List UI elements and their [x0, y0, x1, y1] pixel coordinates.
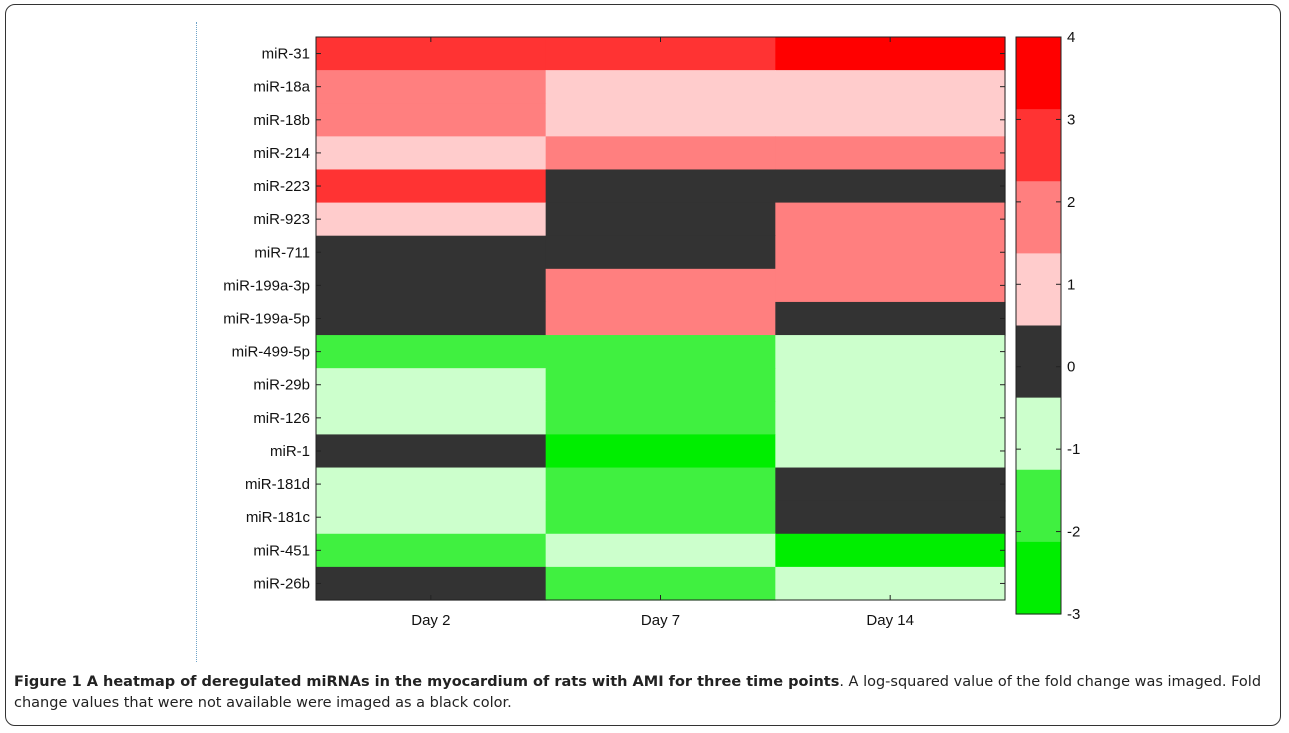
- heatmap-cell: [316, 301, 547, 336]
- row-label: miR-29b: [253, 377, 310, 394]
- heatmap-cell: [545, 467, 776, 502]
- heatmap-cell: [775, 500, 1006, 535]
- heatmap-cell: [316, 434, 547, 469]
- heatmap-cell: [545, 335, 776, 369]
- heatmap-cell: [316, 467, 547, 502]
- row-label: miR-126: [253, 410, 310, 427]
- heatmap-cell: [775, 335, 1006, 369]
- row-label: miR-18b: [253, 112, 310, 129]
- heatmap-cell: [316, 37, 547, 71]
- column-label: Day 14: [866, 612, 914, 629]
- colorbar-label: 4: [1067, 29, 1075, 46]
- row-label: miR-499-5p: [232, 344, 310, 361]
- heatmap-cell: [316, 533, 547, 568]
- heatmap-cell: [545, 169, 776, 204]
- heatmap-cell: [316, 169, 547, 204]
- heatmap-cell: [316, 103, 547, 137]
- column-label: Day 7: [641, 612, 680, 629]
- colorbar-label: 0: [1067, 359, 1075, 376]
- heatmap-cell: [316, 136, 547, 171]
- heatmap-cell: [775, 434, 1006, 469]
- heatmap-cell: [545, 500, 776, 535]
- colorbar-label: -1: [1067, 441, 1080, 458]
- heatmap-cell: [545, 368, 776, 402]
- colorbar-label: 1: [1067, 276, 1075, 293]
- heatmap-cell: [775, 202, 1006, 237]
- colorbar-segment: [1016, 181, 1061, 254]
- heatmap-cell: [316, 566, 547, 601]
- heatmap-cell: [775, 566, 1006, 601]
- heatmap-cell: [775, 368, 1006, 402]
- row-label: miR-199a-3p: [223, 277, 310, 294]
- colorbar-border: [1015, 36, 1062, 615]
- figure-caption: Figure 1 A heatmap of deregulated miRNAs…: [14, 672, 1264, 714]
- row-label: miR-31: [262, 46, 310, 63]
- row-label: miR-451: [253, 542, 310, 559]
- colorbar-segment: [1016, 541, 1061, 615]
- heatmap-cell: [545, 235, 776, 270]
- heatmap-cell: [775, 301, 1006, 336]
- heatmap-cell: [316, 70, 547, 104]
- heatmap-cell: [316, 401, 547, 436]
- row-label: miR-199a-5p: [223, 311, 310, 328]
- heatmap-cell: [775, 103, 1006, 137]
- column-label: Day 2: [411, 612, 450, 629]
- row-label: miR-18a: [253, 79, 310, 96]
- caption-text: . A log-squared value of the fold change…: [14, 674, 1262, 711]
- heatmap-cell: [775, 268, 1006, 303]
- heatmap-cell: [545, 533, 776, 568]
- row-label: miR-214: [253, 145, 310, 162]
- heatmap-cell: [545, 70, 776, 104]
- heatmap-cell: [545, 268, 776, 303]
- column-rule: [196, 22, 197, 662]
- row-label: miR-1: [270, 443, 310, 460]
- heatmap-cell: [775, 401, 1006, 436]
- heatmap-cell: [316, 202, 547, 237]
- heatmap-cell: [775, 169, 1006, 204]
- heatmap-cell: [545, 301, 776, 336]
- colorbar-segment: [1016, 37, 1061, 110]
- colorbar-segment: [1016, 109, 1061, 182]
- colorbar-label: 3: [1067, 111, 1075, 128]
- heatmap-cell: [545, 37, 776, 71]
- heatmap-cell: [545, 202, 776, 237]
- heatmap-cell: [545, 401, 776, 436]
- colorbar-label: 2: [1067, 194, 1075, 211]
- heatmap-cell: [775, 235, 1006, 270]
- heatmap-cell: [545, 136, 776, 171]
- heatmap-cell: [316, 335, 547, 369]
- colorbar-segment: [1016, 469, 1061, 543]
- heatmap-chart: miR-31 miR-18a miR-18b miR-214 miR-223 miR-92…: [223, 29, 1080, 629]
- colorbar-label: -2: [1067, 524, 1080, 541]
- row-label: miR-923: [253, 211, 310, 228]
- colorbar-segment: [1016, 253, 1061, 327]
- colorbar-segment: [1016, 397, 1061, 471]
- heatmap-cell: [545, 434, 776, 469]
- heatmap-cell: [316, 500, 547, 535]
- heatmap-cell: [316, 368, 547, 402]
- colorbar-label: -3: [1067, 606, 1080, 623]
- row-label: miR-181c: [246, 509, 311, 526]
- caption-title: Figure 1 A heatmap of deregulated miRNAs…: [14, 674, 840, 690]
- heatmap-cell: [545, 103, 776, 137]
- heatmap-cell: [775, 136, 1006, 171]
- heatmap-cell: [775, 467, 1006, 502]
- heatmap-cell: [775, 37, 1006, 71]
- heatmap-cell: [545, 566, 776, 601]
- colorbar-segment: [1016, 325, 1061, 399]
- heatmap-cell: [775, 533, 1006, 568]
- heatmap-cell: [316, 268, 547, 303]
- heatmap-cell: [775, 70, 1006, 104]
- heatmap-cell: [316, 235, 547, 270]
- row-label: miR-26b: [253, 575, 310, 592]
- row-label: miR-711: [254, 244, 310, 261]
- row-label: miR-181d: [245, 476, 310, 493]
- row-label: miR-223: [253, 178, 310, 195]
